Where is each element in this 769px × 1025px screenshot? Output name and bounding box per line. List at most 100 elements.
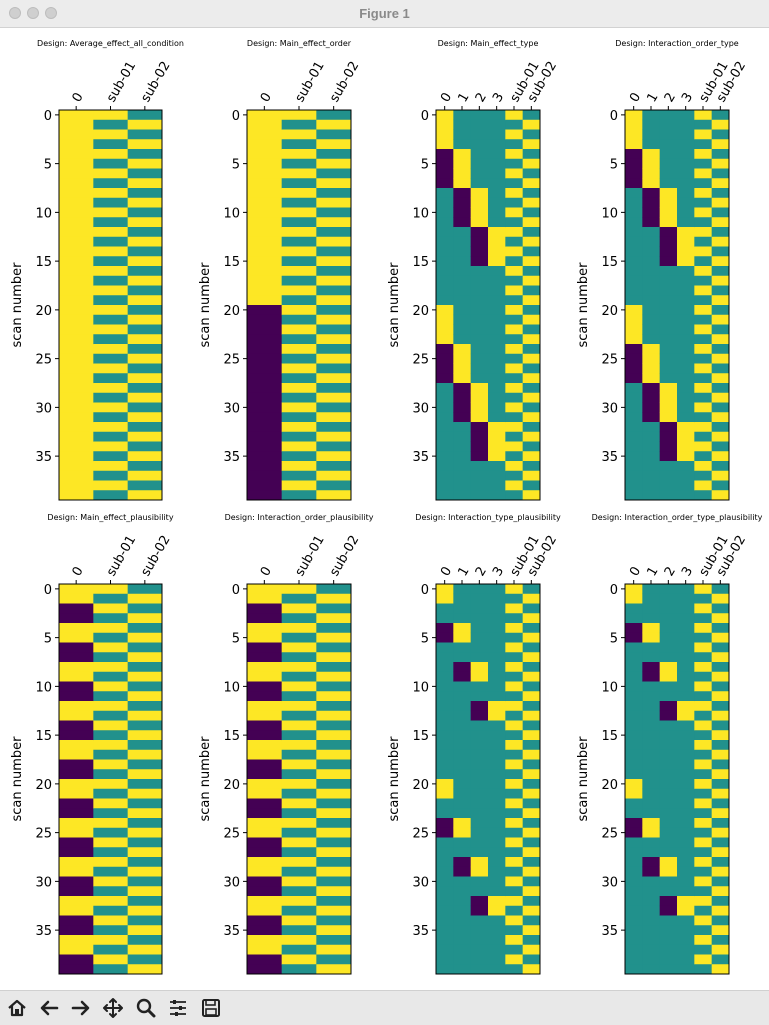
- matrix-cell: [281, 749, 317, 760]
- x-tick-label: 2: [473, 564, 490, 579]
- matrix-cell: [316, 896, 352, 907]
- matrix-cell: [659, 412, 678, 423]
- matrix-cell: [677, 662, 695, 673]
- matrix-cell: [436, 158, 454, 169]
- matrix-cell: [488, 480, 506, 491]
- matrix-cell: [505, 266, 524, 277]
- matrix-cell: [316, 954, 352, 965]
- matrix-cell: [453, 480, 472, 491]
- configure-subplots-button[interactable]: [164, 994, 192, 1022]
- matrix-cell: [505, 652, 524, 663]
- matrix-cell: [505, 129, 524, 140]
- matrix-cell: [642, 857, 661, 868]
- matrix-cell: [436, 363, 454, 374]
- matrix-cell: [93, 749, 129, 760]
- matrix-cell: [59, 818, 94, 829]
- matrix-cell: [127, 642, 163, 653]
- matrix-cell: [694, 740, 713, 751]
- y-tick-label: 30: [35, 401, 52, 416]
- matrix-cell: [522, 119, 541, 130]
- matrix-cell: [625, 886, 643, 897]
- matrix-cell: [711, 818, 730, 829]
- matrix-cell: [470, 412, 489, 423]
- matrix-cell: [281, 246, 317, 257]
- matrix-cell: [694, 603, 713, 614]
- matrix-cell: [453, 188, 472, 199]
- matrix-cell: [453, 383, 472, 394]
- matrix-cell: [316, 740, 352, 751]
- y-tick-label: 10: [35, 680, 52, 695]
- home-button[interactable]: [3, 994, 31, 1022]
- y-tick-label: 35: [601, 450, 618, 465]
- matrix-cell: [127, 886, 163, 897]
- x-tick-label: sub-02: [138, 59, 173, 105]
- matrix-cell: [659, 441, 678, 452]
- matrix-cell: [453, 363, 472, 374]
- back-arrow-icon: [40, 1000, 59, 1016]
- matrix-cell: [659, 129, 678, 140]
- matrix-cell: [316, 662, 352, 673]
- matrix-cell: [453, 779, 472, 790]
- matrix-cell: [127, 798, 163, 809]
- panel-title: Design: Interaction_order_plausibility: [225, 513, 374, 522]
- forward-arrow-button[interactable]: [67, 994, 95, 1022]
- y-axis-label: scan number: [10, 262, 25, 348]
- matrix-cell: [505, 788, 524, 799]
- matrix-cell: [59, 412, 94, 423]
- matrix-cell: [488, 652, 506, 663]
- save-floppy-button[interactable]: [197, 994, 225, 1022]
- matrix-cell: [694, 584, 713, 595]
- matrix-cell: [505, 246, 524, 257]
- matrix-cell: [93, 613, 129, 624]
- matrix-cell: [625, 480, 643, 491]
- matrix-cell: [522, 110, 541, 121]
- matrix-cell: [59, 808, 94, 819]
- matrix-cell: [127, 110, 163, 121]
- matrix-cell: [711, 383, 730, 394]
- matrix-cell: [470, 788, 489, 799]
- back-arrow-button[interactable]: [35, 994, 63, 1022]
- matrix-cell: [316, 285, 352, 296]
- matrix-cell: [625, 857, 643, 868]
- minimize-window-button[interactable]: [27, 7, 39, 19]
- matrix-cell: [694, 139, 713, 150]
- matrix-cell: [711, 207, 730, 218]
- matrix-cell: [316, 168, 352, 179]
- matrix-cell: [281, 769, 317, 780]
- matrix-cell: [625, 139, 643, 150]
- pan-move-button[interactable]: [99, 994, 127, 1022]
- close-window-button[interactable]: [9, 7, 21, 19]
- matrix-cell: [522, 866, 541, 877]
- matrix-cell: [488, 149, 506, 160]
- zoom-window-button[interactable]: [45, 7, 57, 19]
- matrix-cell: [247, 236, 283, 247]
- matrix-cell: [316, 363, 352, 374]
- matrix-cell: [470, 710, 489, 721]
- matrix-cell: [127, 710, 163, 721]
- matrix-cell: [677, 788, 695, 799]
- matrix-cell: [694, 470, 713, 481]
- matrix-cell: [711, 662, 730, 673]
- matrix-cell: [127, 119, 163, 130]
- matrix-cell: [711, 935, 730, 946]
- matrix-cell: [93, 480, 129, 491]
- matrix-cell: [677, 876, 695, 887]
- matrix-cell: [505, 593, 524, 604]
- matrix-cell: [247, 925, 283, 936]
- matrix-cell: [127, 305, 163, 316]
- matrix-cell: [694, 701, 713, 712]
- matrix-cell: [522, 652, 541, 663]
- matrix-cell: [659, 779, 678, 790]
- matrix-cell: [281, 412, 317, 423]
- matrix-cell: [281, 119, 317, 130]
- matrix-cell: [470, 227, 489, 238]
- matrix-cell: [247, 837, 283, 848]
- zoom-magnifier-button[interactable]: [132, 994, 160, 1022]
- matrix-cell: [505, 710, 524, 721]
- x-tick-label: 3: [490, 564, 507, 579]
- matrix-cell: [453, 935, 472, 946]
- matrix-cell: [93, 383, 129, 394]
- matrix-cell: [659, 632, 678, 643]
